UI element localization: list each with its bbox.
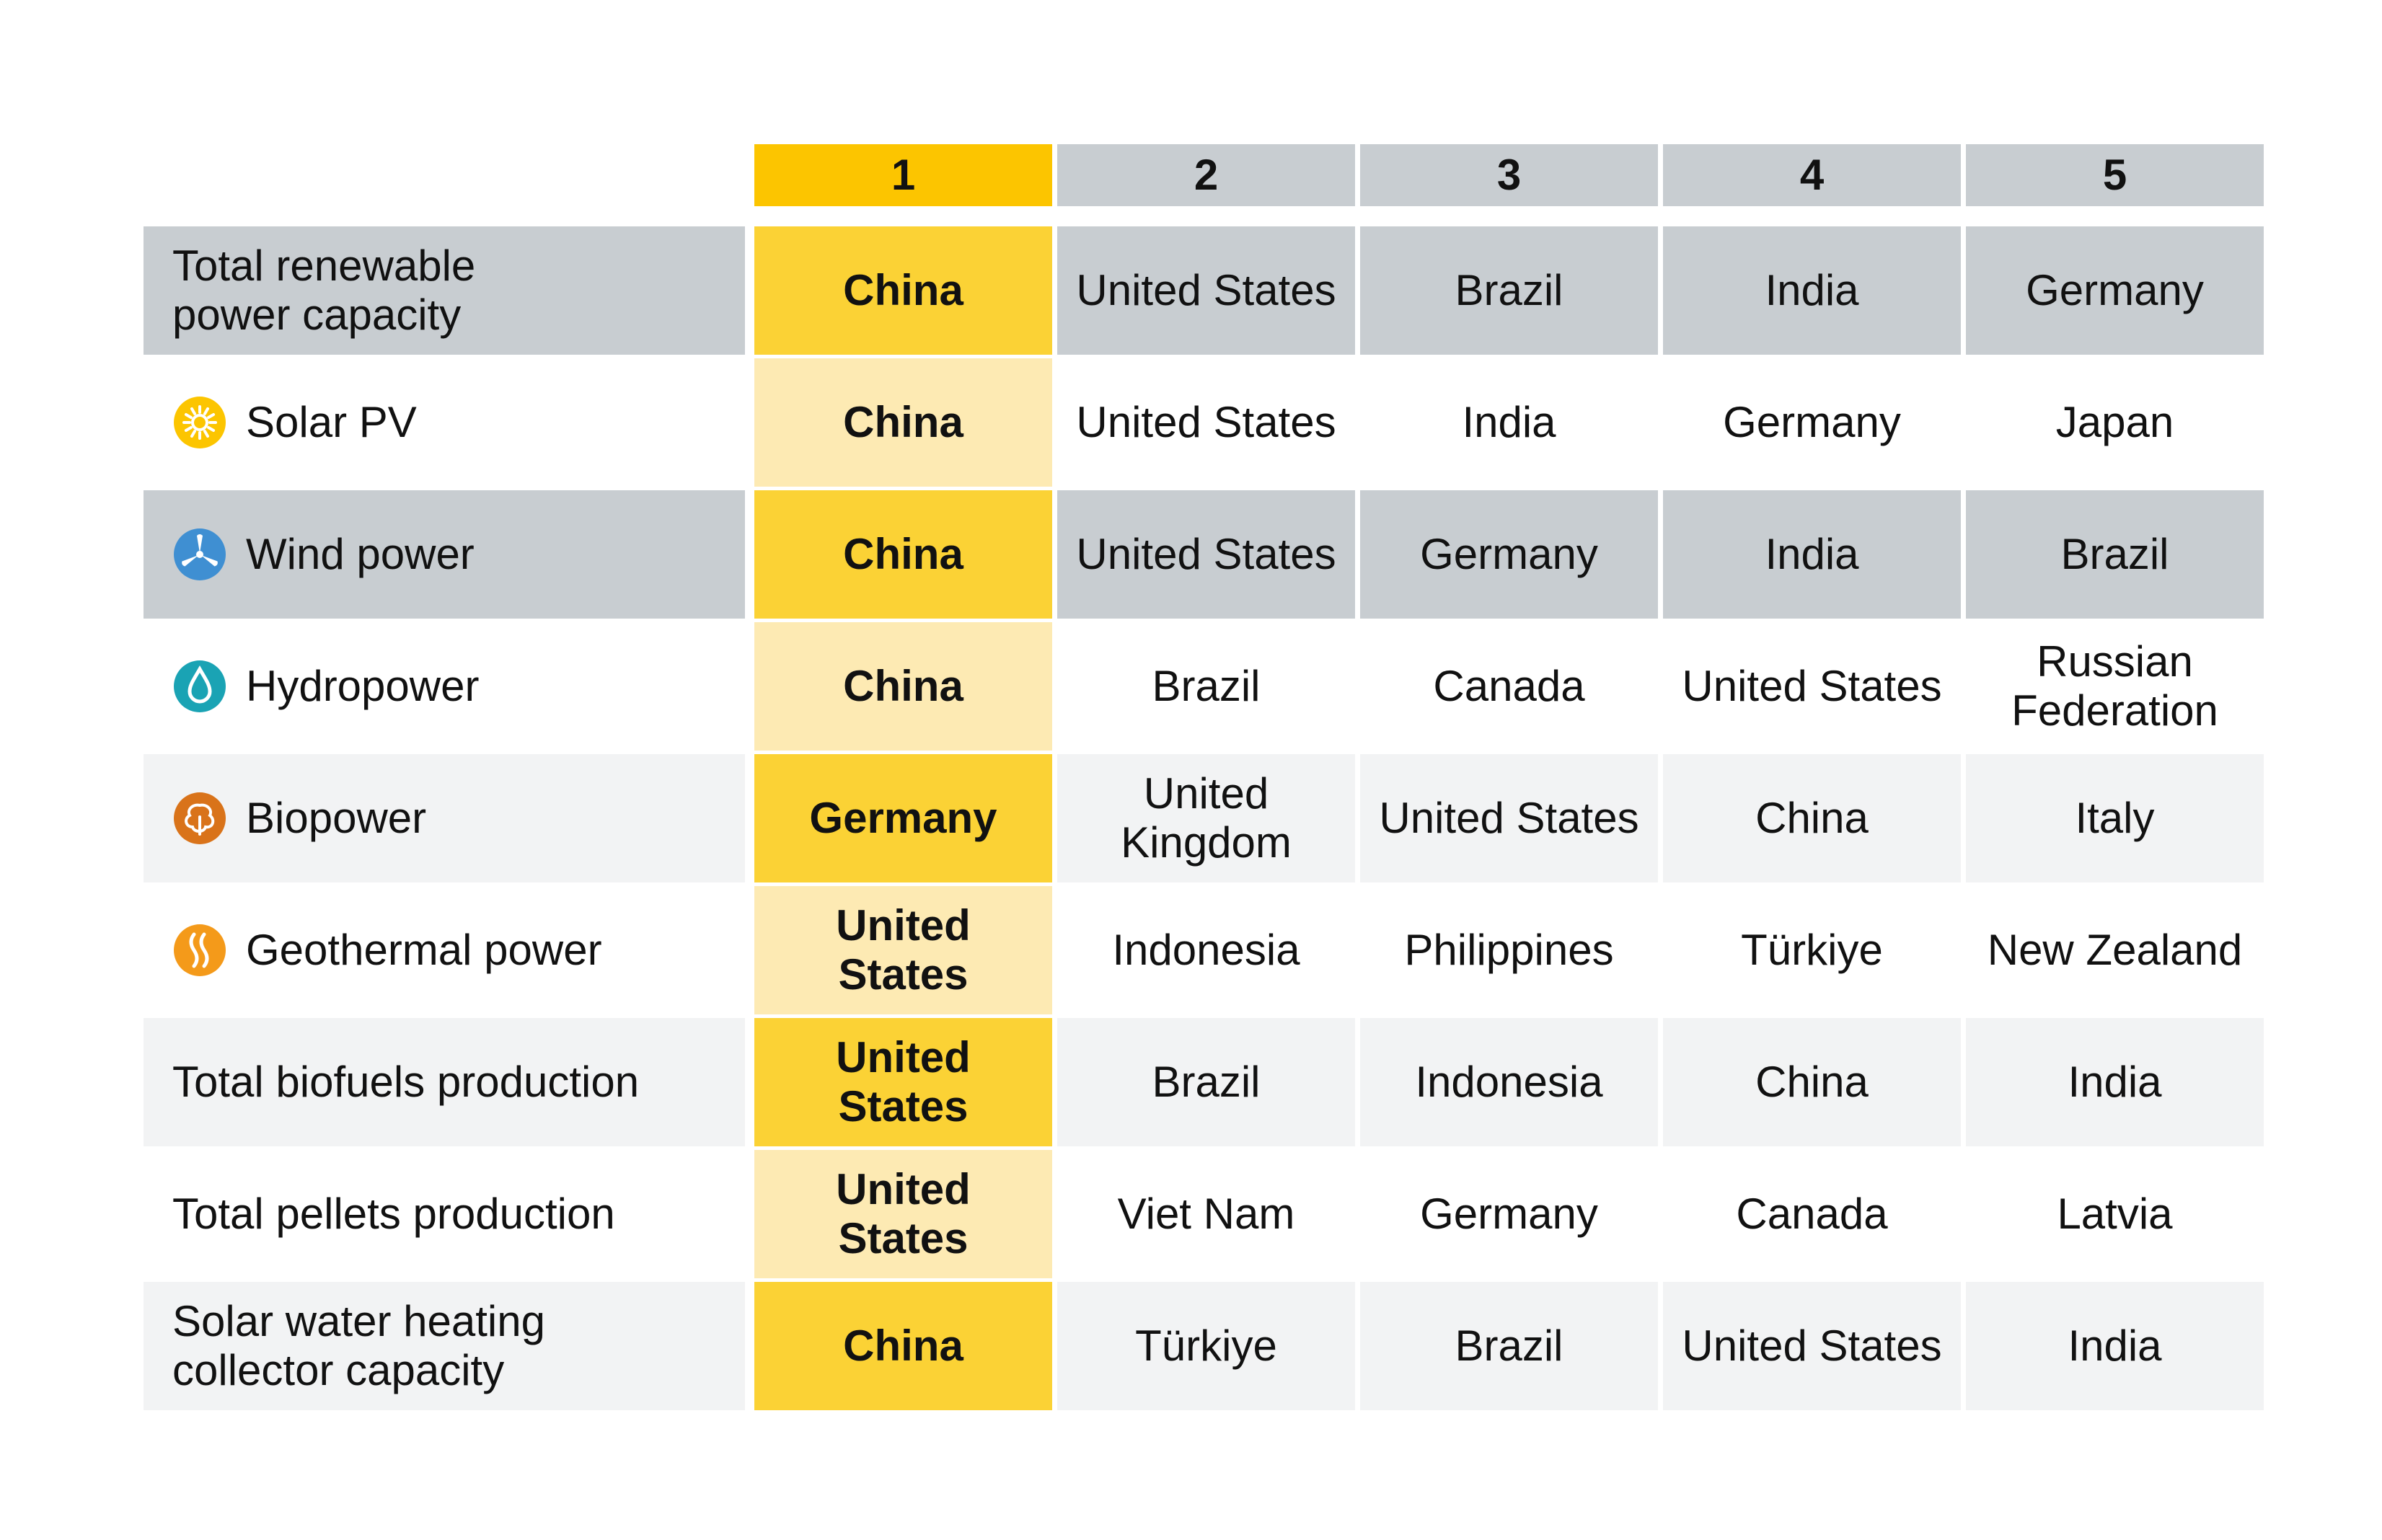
row-label-text: Hydropower bbox=[246, 662, 480, 710]
table-cell-rank-1: China bbox=[754, 622, 1052, 751]
table-cell-rank-4: Germany bbox=[1663, 358, 1961, 487]
table-cell-rank-3: Indonesia bbox=[1360, 1018, 1658, 1146]
table-cell-rank-4: India bbox=[1663, 226, 1961, 355]
table-cell-rank-5: Russian Federation bbox=[1966, 622, 2264, 751]
table-cell-rank-2: Türkiye bbox=[1057, 1282, 1355, 1410]
table-cell-rank-5: Brazil bbox=[1966, 490, 2264, 619]
table-cell-rank-1: United States bbox=[754, 1018, 1052, 1146]
table-cell-rank-2: Brazil bbox=[1057, 622, 1355, 751]
table-cell-rank-4: China bbox=[1663, 1018, 1961, 1146]
table-cell-rank-3: Philippines bbox=[1360, 886, 1658, 1014]
table-cell-rank-5: Italy bbox=[1966, 754, 2264, 882]
table-cell-rank-5: India bbox=[1966, 1018, 2264, 1146]
table-cell-rank-5: New Zealand bbox=[1966, 886, 2264, 1014]
row-label-text: Biopower bbox=[246, 794, 427, 842]
table-cell-rank-2: United States bbox=[1057, 490, 1355, 619]
row-label-text: Geothermal power bbox=[246, 926, 602, 974]
table-cell-rank-3: Brazil bbox=[1360, 1282, 1658, 1410]
row-label: Total renewable power capacity bbox=[144, 226, 745, 355]
table-cell-rank-2: Brazil bbox=[1057, 1018, 1355, 1146]
row-label-text: Total renewable power capacity bbox=[172, 242, 476, 339]
table-cell-rank-3: Canada bbox=[1360, 622, 1658, 751]
table-cell-rank-1: Germany bbox=[754, 754, 1052, 882]
table-cell-rank-4: Canada bbox=[1663, 1150, 1961, 1278]
row-label: Solar water heating collector capacity bbox=[144, 1282, 745, 1410]
table-cell-rank-3: India bbox=[1360, 358, 1658, 487]
row-label: Hydropower bbox=[144, 622, 745, 751]
rank-header-4: 4 bbox=[1663, 144, 1961, 206]
water-drop-icon bbox=[172, 659, 227, 714]
row-label: Biopower bbox=[144, 754, 745, 882]
row-label: Total pellets production bbox=[144, 1150, 745, 1278]
row-label-text: Solar water heating collector capacity bbox=[172, 1297, 545, 1394]
table-cell-rank-1: China bbox=[754, 1282, 1052, 1410]
table-cell-rank-2: United Kingdom bbox=[1057, 754, 1355, 882]
geothermal-heat-icon bbox=[172, 923, 227, 978]
table-cell-rank-2: Indonesia bbox=[1057, 886, 1355, 1014]
rank-header-1: 1 bbox=[754, 144, 1052, 206]
row-label-text: Wind power bbox=[246, 530, 475, 578]
table-cell-rank-3: Brazil bbox=[1360, 226, 1658, 355]
wind-turbine-icon bbox=[172, 527, 227, 582]
table-cell-rank-3: United States bbox=[1360, 754, 1658, 882]
table-cell-rank-4: India bbox=[1663, 490, 1961, 619]
row-label-text: Total pellets production bbox=[172, 1190, 615, 1238]
table-cell-rank-4: United States bbox=[1663, 1282, 1961, 1410]
table-cell-rank-1: China bbox=[754, 490, 1052, 619]
rank-header-2: 2 bbox=[1057, 144, 1355, 206]
table-cell-rank-2: United States bbox=[1057, 226, 1355, 355]
table-cell-rank-3: Germany bbox=[1360, 1150, 1658, 1278]
table-cell-rank-2: Viet Nam bbox=[1057, 1150, 1355, 1278]
biomass-leaf-icon bbox=[172, 791, 227, 846]
row-label: Total biofuels production bbox=[144, 1018, 745, 1146]
table-cell-rank-1: United States bbox=[754, 886, 1052, 1014]
row-label-text: Solar PV bbox=[246, 398, 417, 446]
table-cell-rank-1: China bbox=[754, 226, 1052, 355]
table-cell-rank-4: United States bbox=[1663, 622, 1961, 751]
table-cell-rank-5: India bbox=[1966, 1282, 2264, 1410]
rank-header-5: 5 bbox=[1966, 144, 2264, 206]
table-cell-rank-5: Latvia bbox=[1966, 1150, 2264, 1278]
rank-header-3: 3 bbox=[1360, 144, 1658, 206]
table-cell-rank-4: Türkiye bbox=[1663, 886, 1961, 1014]
solar-sun-icon bbox=[172, 395, 227, 450]
table-cell-rank-3: Germany bbox=[1360, 490, 1658, 619]
table-cell-rank-2: United States bbox=[1057, 358, 1355, 487]
row-label: Solar PV bbox=[144, 358, 745, 487]
table-cell-rank-5: Germany bbox=[1966, 226, 2264, 355]
table-cell-rank-5: Japan bbox=[1966, 358, 2264, 487]
table-cell-rank-4: China bbox=[1663, 754, 1961, 882]
row-label: Geothermal power bbox=[144, 886, 745, 1014]
table-cell-rank-1: United States bbox=[754, 1150, 1052, 1278]
row-label-text: Total biofuels production bbox=[172, 1058, 640, 1106]
row-label: Wind power bbox=[144, 490, 745, 619]
table-cell-rank-1: China bbox=[754, 358, 1052, 487]
